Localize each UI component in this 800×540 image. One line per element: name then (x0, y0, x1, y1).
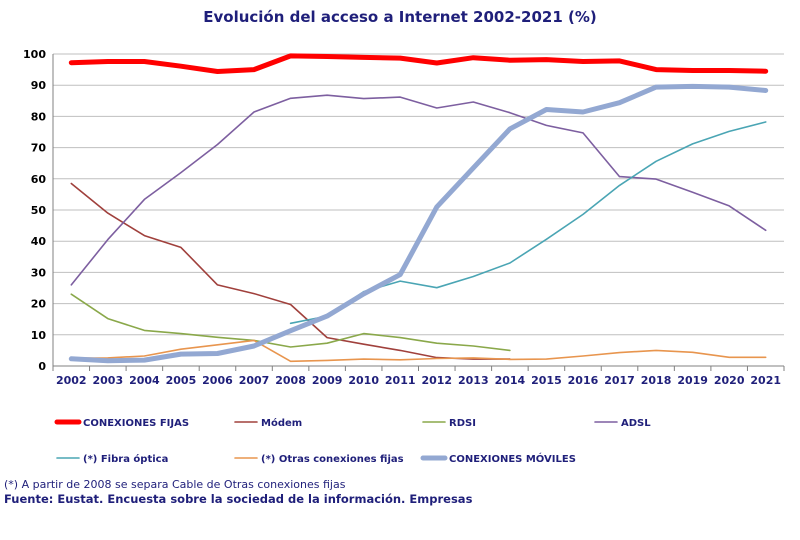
legend-label-módem: Módem (261, 417, 302, 429)
y-tick-label: 0 (38, 360, 46, 373)
x-tick-label: 2017 (604, 374, 635, 387)
series-line-módem (70, 182, 511, 360)
footnote: (*) A partir de 2008 se separa Cable de … (4, 478, 346, 491)
x-tick-label: 2005 (166, 374, 197, 387)
x-tick-label: 2009 (312, 374, 343, 387)
series-line-otras-conexiones-fijas (70, 339, 767, 363)
legend-label-fibra-óptica: (*) Fibra óptica (83, 453, 168, 465)
x-tick-label: 2018 (641, 374, 672, 387)
x-tick-label: 2006 (202, 374, 233, 387)
series-line-adsl (70, 94, 767, 286)
legend: CONEXIONES FIJAS Módem RDSI ADSL (*) Fibra ó… (54, 417, 651, 465)
x-tick-label: 2012 (421, 374, 452, 387)
x-tick-label: 2020 (714, 374, 745, 387)
y-axis: 0 10 20 30 40 50 60 70 80 90 100 (23, 48, 54, 373)
y-tick-label: 30 (31, 266, 47, 279)
x-tick-label: 2015 (531, 374, 562, 387)
legend-label-otras-conexiones-fijas: (*) Otras conexiones fijas (261, 454, 404, 465)
x-tick-label: 2013 (458, 374, 489, 387)
source-text: Fuente: Eustat. Encuesta sobre la socied… (4, 492, 473, 506)
legend-label-conexiones-fijas: CONEXIONES FIJAS (83, 418, 189, 429)
series-line-conexiones-fijas (68, 53, 769, 74)
grid (53, 53, 784, 336)
legend-label-conexiones-móviles: CONEXIONES MÓVILES (449, 452, 576, 465)
x-tick-label: 2004 (129, 374, 160, 387)
y-tick-label: 60 (31, 173, 47, 186)
x-tick-label: 2002 (56, 374, 87, 387)
y-tick-label: 50 (31, 204, 47, 217)
x-tick-label: 2010 (348, 374, 379, 387)
series-line-rdsi (70, 293, 511, 352)
y-tick-label: 40 (31, 235, 47, 248)
y-tick-label: 70 (31, 142, 47, 155)
x-tick-label: 2014 (495, 374, 526, 387)
x-tick-label: 2011 (385, 374, 416, 387)
chart-title: Evolución del acceso a Internet 2002-202… (203, 8, 596, 26)
x-tick-label: 2021 (750, 374, 781, 387)
x-tick-label: 2008 (275, 374, 306, 387)
series-line-conexiones-móviles (68, 83, 769, 364)
chart: Evolución del acceso a Internet 2002-202… (23, 8, 785, 465)
y-tick-label: 80 (31, 110, 47, 123)
x-axis: 2002 2003 2004 2005 2006 2007 2008 2009 2010 2011… (52, 365, 785, 387)
legend-label-adsl: ADSL (621, 418, 651, 429)
series-lines (68, 53, 769, 364)
legend-label-rdsi: RDSI (449, 418, 476, 429)
y-tick-label: 100 (23, 48, 46, 61)
y-tick-label: 20 (31, 298, 47, 311)
y-tick-label: 10 (31, 329, 47, 342)
x-tick-label: 2007 (239, 374, 270, 387)
x-tick-label: 2003 (93, 374, 124, 387)
x-tick-label: 2016 (568, 374, 599, 387)
y-tick-label: 90 (31, 79, 47, 92)
x-tick-label: 2019 (677, 374, 708, 387)
